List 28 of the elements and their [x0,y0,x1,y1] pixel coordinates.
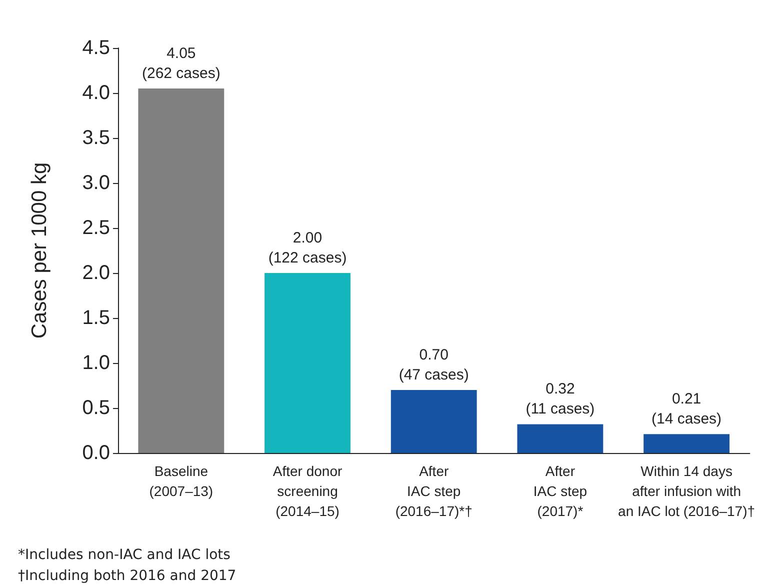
data-label: 2.00 (122 cases) [268,230,347,266]
data-label: 4.05 (262 cases) [142,45,220,82]
text: †Including both 2016 and 2017 [18,567,236,586]
x-tick-label: After donor screening (2014–15) [272,463,342,519]
bar [644,434,730,453]
text: *Includes non-IAC and IAC lots [18,546,232,565]
y-tick-label: 3.0 [82,172,110,194]
y-tick-label: 1.5 [82,307,110,329]
x-tick-label: After IAC step (2017)* [533,463,588,519]
y-axis-title: Cases per 1000 kg [28,162,51,339]
data-label: 0.32 (11 cases) [526,380,595,418]
y-tick-label: 0.0 [82,442,110,464]
x-tick-label: Baseline (2007–13) [149,463,214,499]
y-tick-label: 2.0 [82,262,110,284]
y-tick-label: 1.0 [82,352,110,374]
x-tick-label: Within 14 days after infusion with an IAC lot (2016–17)† [618,463,756,519]
bar [264,273,350,453]
y-tick-label: 4.5 [82,37,110,59]
bar [390,390,477,453]
bar [517,424,604,453]
data-label: 0.21 (14 cases) [652,390,722,428]
x-tick-label: After IAC step (2016–17)*† [395,463,472,519]
y-tick-label: 2.5 [82,217,110,239]
bar [138,88,224,453]
y-tick-label: 0.5 [82,397,110,419]
y-tick-label: 4.0 [82,82,110,104]
y-tick-label: 3.5 [82,127,110,149]
data-label: 0.70 (47 cases) [398,346,469,384]
